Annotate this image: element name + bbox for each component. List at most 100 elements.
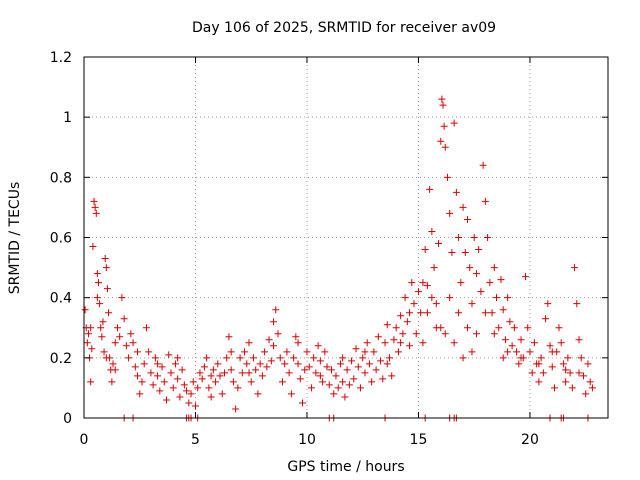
data-point [281,360,289,368]
data-point [89,243,97,251]
y-tick-label: 0 [63,411,72,427]
data-point [109,360,117,368]
data-point [354,363,362,371]
data-point [147,369,155,377]
data-point [472,270,480,278]
data-point [526,348,534,356]
data-point [136,390,144,398]
data-point [477,288,485,296]
data-point [568,384,576,392]
data-point [176,393,184,401]
data-point [481,309,489,317]
data-point [227,366,235,374]
data-point [310,354,318,362]
data-point [285,369,293,377]
data-point [575,336,583,344]
data-point [158,363,166,371]
data-point [385,354,393,362]
x-tick-label: 10 [298,432,316,448]
data-point [381,339,389,347]
data-point [448,249,456,257]
data-point [412,330,420,338]
data-point [450,119,458,127]
data-point [241,348,249,356]
data-point [535,360,543,368]
data-point [588,384,596,392]
data-point [343,366,351,374]
data-point [406,342,414,350]
data-point [270,318,278,326]
data-point [292,333,300,341]
data-point [274,330,282,338]
data-point [459,354,467,362]
data-point [94,279,102,287]
data-point [370,348,378,356]
data-point [83,339,91,347]
data-point [397,312,405,320]
data-point [245,369,253,377]
data-point [350,375,358,383]
data-point [345,381,353,389]
data-point [125,354,133,362]
data-point [542,315,550,323]
data-point [140,360,148,368]
data-point [388,372,396,380]
data-point [183,387,191,395]
data-point [419,279,427,287]
data-point [452,188,460,196]
data-point [332,372,340,380]
data-point [457,279,465,287]
y-tick-label: 0.2 [50,351,72,367]
data-point [459,203,467,211]
data-point [105,309,113,317]
data-point [145,348,153,356]
x-tick-label: 20 [521,432,539,448]
data-point [122,342,130,350]
y-tick-label: 0.4 [50,291,72,307]
data-point [263,363,271,371]
data-point [283,348,291,356]
data-point [493,294,501,302]
data-point [484,234,492,241]
data-point [372,366,380,374]
data-point [154,360,162,368]
data-point [475,246,483,254]
data-point [336,360,344,368]
data-point [443,173,451,181]
data-point [397,339,405,347]
data-point [359,354,367,362]
data-point [301,366,309,374]
data-point [577,354,585,362]
data-point [506,318,514,326]
data-point [267,357,275,365]
data-point [270,342,278,350]
data-point [368,378,376,386]
data-point [419,339,427,347]
data-point [96,300,104,308]
data-point [450,339,458,347]
data-point [481,197,489,205]
data-point [205,384,213,392]
data-point [97,324,105,332]
data-point [501,336,509,344]
data-point [163,396,171,404]
data-point [294,360,302,368]
data-point [247,378,255,386]
x-tick-label: 5 [191,432,200,448]
data-point [93,270,101,278]
data-point [392,324,400,332]
data-point [102,354,110,362]
data-point [390,336,398,344]
data-point [546,342,554,350]
data-point [403,318,411,326]
data-point [504,294,512,302]
data-point [417,309,425,317]
y-tick-label: 1.2 [50,50,72,66]
data-point [323,363,331,371]
data-point [305,363,313,371]
data-point [582,390,590,398]
data-point [495,324,503,332]
ticks-layer [83,56,608,419]
